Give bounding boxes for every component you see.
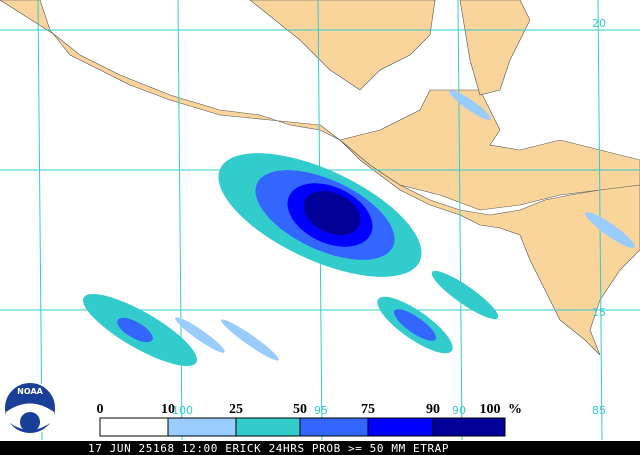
land — [459, 0, 531, 96]
latitude-label: 15 — [592, 306, 606, 319]
legend-label: 25 — [229, 402, 243, 417]
footer-text: 17 JUN 25168 12:00 ERICK 24HRS PROB >= 5… — [88, 442, 449, 455]
logo-text: NOAA — [17, 387, 43, 396]
footer-bar — [0, 441, 640, 455]
longitude-label: 90 — [452, 404, 466, 417]
probability-areas — [82, 90, 635, 367]
longitude-label: 85 — [592, 404, 606, 417]
legend-label: 100 — [480, 402, 501, 417]
legend-unit: % — [508, 402, 522, 417]
colorbar — [99, 417, 506, 437]
noaa-logo: NOAA — [3, 381, 57, 435]
land — [249, 0, 640, 211]
legend-label: 0 — [97, 402, 104, 417]
longitude-label: 100 — [172, 404, 193, 417]
legend-label: 10 — [161, 402, 175, 417]
legend-label: 90 — [426, 402, 440, 417]
land — [0, 0, 640, 356]
legend-label: 75 — [361, 402, 375, 417]
legend-label: 50 — [293, 402, 307, 417]
latitude-label: 20 — [592, 17, 606, 30]
longitude-label: 95 — [314, 404, 328, 417]
grid-lines — [0, 0, 640, 441]
